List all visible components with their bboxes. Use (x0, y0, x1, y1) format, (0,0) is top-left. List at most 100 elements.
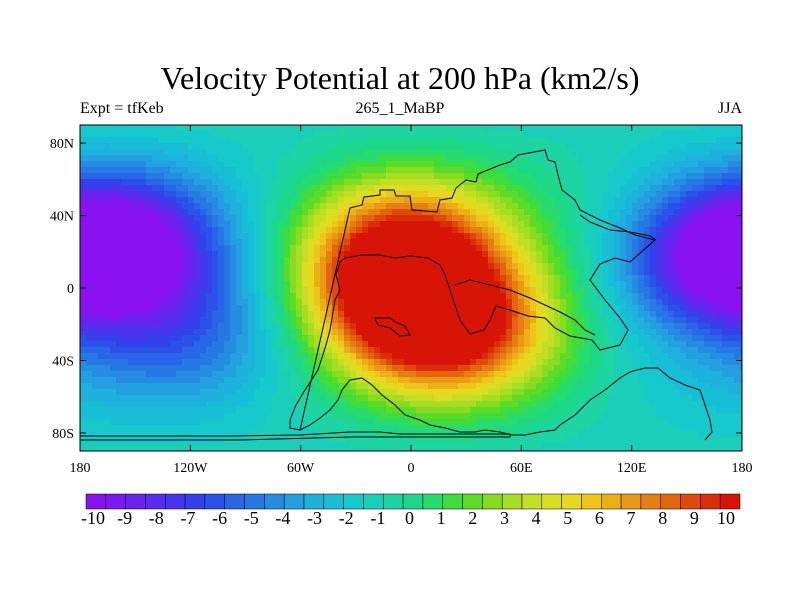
field-cell (254, 155, 261, 162)
field-cell (110, 173, 117, 180)
field-cell (200, 299, 207, 306)
field-cell (218, 299, 225, 306)
field-cell (158, 293, 165, 300)
field-cell (608, 191, 615, 198)
field-cell (290, 215, 297, 222)
field-cell (710, 191, 717, 198)
field-cell (662, 137, 669, 144)
field-cell (440, 293, 447, 300)
field-cell (380, 317, 387, 324)
field-cell (152, 353, 159, 360)
field-cell (722, 383, 729, 390)
field-cell (470, 143, 477, 150)
field-cell (212, 323, 219, 330)
field-cell (158, 329, 165, 336)
field-cell (332, 173, 339, 180)
field-cell (476, 227, 483, 234)
field-cell (674, 155, 681, 162)
field-cell (122, 293, 129, 300)
field-cell (314, 143, 321, 150)
field-cell (650, 161, 657, 168)
field-cell (344, 173, 351, 180)
field-cell (116, 251, 123, 258)
field-cell (656, 191, 663, 198)
field-cell (140, 269, 147, 276)
field-cell (80, 239, 87, 246)
field-cell (392, 167, 399, 174)
field-cell (290, 155, 297, 162)
field-cell (98, 155, 105, 162)
field-cell (398, 269, 405, 276)
field-cell (416, 203, 423, 210)
field-cell (164, 185, 171, 192)
field-cell (128, 245, 135, 252)
field-cell (158, 191, 165, 198)
field-cell (440, 389, 447, 396)
field-cell (92, 323, 99, 330)
field-cell (338, 131, 345, 138)
field-cell (182, 149, 189, 156)
field-cell (518, 377, 525, 384)
field-cell (104, 209, 111, 216)
field-cell (428, 293, 435, 300)
field-cell (218, 179, 225, 186)
field-cell (566, 305, 573, 312)
field-cell (644, 371, 651, 378)
field-cell (590, 227, 597, 234)
field-cell (188, 161, 195, 168)
field-cell (302, 359, 309, 366)
field-cell (218, 149, 225, 156)
field-cell (386, 215, 393, 222)
field-cell (536, 263, 543, 270)
field-cell (116, 353, 123, 360)
field-cell (434, 365, 441, 372)
field-cell (482, 365, 489, 372)
field-cell (302, 143, 309, 150)
field-cell (194, 125, 201, 132)
field-cell (608, 329, 615, 336)
field-cell (512, 173, 519, 180)
field-cell (200, 275, 207, 282)
field-cell (410, 281, 417, 288)
field-cell (98, 299, 105, 306)
field-cell (290, 257, 297, 264)
field-cell (92, 233, 99, 240)
field-cell (422, 353, 429, 360)
field-cell (140, 173, 147, 180)
field-cell (410, 275, 417, 282)
field-cell (164, 269, 171, 276)
field-cell (110, 311, 117, 318)
field-cell (452, 191, 459, 198)
field-cell (416, 239, 423, 246)
field-cell (608, 131, 615, 138)
field-cell (104, 233, 111, 240)
field-cell (464, 239, 471, 246)
field-cell (236, 239, 243, 246)
field-cell (512, 263, 519, 270)
field-cell (596, 251, 603, 258)
field-cell (536, 185, 543, 192)
field-cell (134, 143, 141, 150)
field-cell (254, 365, 261, 372)
field-cell (698, 233, 705, 240)
field-cell (530, 371, 537, 378)
field-cell (98, 143, 105, 150)
field-cell (428, 317, 435, 324)
field-cell (578, 227, 585, 234)
field-cell (380, 293, 387, 300)
field-cell (668, 245, 675, 252)
field-cell (698, 257, 705, 264)
field-cell (386, 221, 393, 228)
field-cell (602, 389, 609, 396)
field-cell (680, 299, 687, 306)
field-cell (170, 167, 177, 174)
field-cell (452, 275, 459, 282)
field-cell (602, 269, 609, 276)
field-cell (224, 155, 231, 162)
field-cell (368, 335, 375, 342)
field-cell (80, 311, 87, 318)
field-cell (566, 161, 573, 168)
field-cell (236, 347, 243, 354)
field-cell (152, 377, 159, 384)
field-cell (296, 281, 303, 288)
